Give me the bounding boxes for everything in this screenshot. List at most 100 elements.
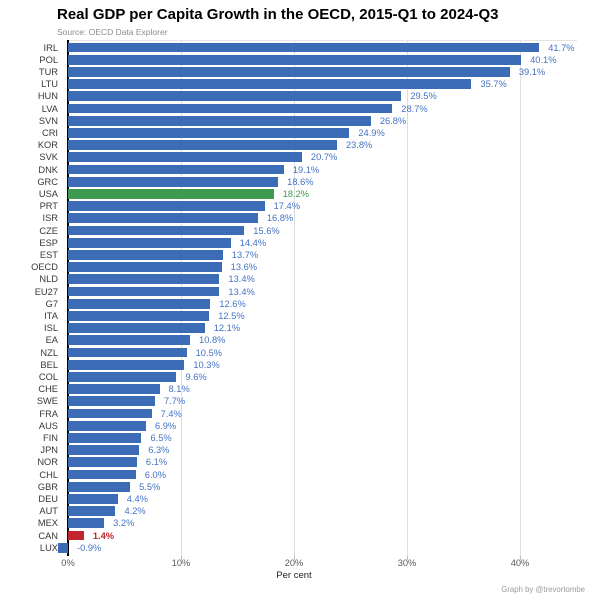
value-label: 5.5% <box>139 481 161 492</box>
axis-tick-mark <box>181 556 182 560</box>
bar <box>68 506 116 517</box>
x-tick-label: 0% <box>61 558 75 568</box>
bar <box>68 237 231 248</box>
value-label: 13.4% <box>228 286 255 297</box>
x-tick-label: 30% <box>397 558 417 568</box>
value-label: 6.3% <box>148 445 170 456</box>
chart-title: Real GDP per Capita Growth in the OECD, … <box>57 6 499 23</box>
country-label: ISR <box>42 213 59 224</box>
x-tick-label: 10% <box>171 558 191 568</box>
country-label: G7 <box>45 298 58 309</box>
country-label: POL <box>39 54 58 65</box>
value-label: 24.9% <box>358 128 385 138</box>
gridline <box>294 40 295 556</box>
bar <box>68 372 177 382</box>
value-label: 10.3% <box>193 359 220 370</box>
country-label: IRL <box>43 42 58 53</box>
country-label: ESP <box>39 237 58 248</box>
value-label: 4.4% <box>126 494 148 504</box>
value-label: 35.7% <box>480 79 507 90</box>
country-label: GBR <box>37 481 58 492</box>
country-label: LVA <box>41 103 58 114</box>
axis-tick-mark <box>520 556 521 560</box>
value-label: 13.7% <box>231 250 259 260</box>
country-label: ISL <box>44 323 58 334</box>
bar <box>68 347 187 358</box>
bar <box>68 67 510 77</box>
bar <box>68 286 220 297</box>
country-label: FIN <box>43 433 58 443</box>
bar <box>68 530 84 541</box>
bar <box>68 176 279 187</box>
bar <box>68 189 274 199</box>
gridline <box>181 40 182 556</box>
bar <box>68 445 140 456</box>
value-label: 19.1% <box>292 164 320 175</box>
value-label: 4.2% <box>124 506 146 517</box>
credit-text: Graph by @trevortombe <box>501 585 585 594</box>
country-label: AUS <box>38 420 58 431</box>
value-label: -0.9% <box>77 542 102 553</box>
country-label: GRC <box>37 176 58 187</box>
value-label: 12.1% <box>213 323 241 334</box>
country-label: NLD <box>39 274 58 285</box>
axis-tick-mark <box>294 556 295 560</box>
value-label: 3.2% <box>113 518 135 529</box>
country-label: EA <box>45 335 58 346</box>
value-label: 6.9% <box>154 420 177 431</box>
bar <box>68 115 371 126</box>
value-label: 9.6% <box>185 372 207 382</box>
country-label: PRT <box>39 201 58 212</box>
country-label: BEL <box>40 359 58 370</box>
bar <box>68 396 155 407</box>
value-label: 13.4% <box>228 274 255 285</box>
country-label: DEU <box>38 494 58 504</box>
value-label: 17.4% <box>273 201 300 212</box>
country-label: AUT <box>39 506 58 517</box>
country-label: NZL <box>40 347 58 358</box>
bar <box>68 457 137 468</box>
bar <box>68 420 146 431</box>
bar <box>68 469 136 480</box>
bar <box>68 91 402 102</box>
bar <box>68 323 205 334</box>
value-label: 6.5% <box>150 433 172 443</box>
bar <box>68 518 105 529</box>
bar <box>68 164 284 175</box>
bar <box>68 140 337 151</box>
country-label: HUN <box>37 91 58 102</box>
value-label: 6.1% <box>145 457 168 468</box>
value-label: 16.8% <box>266 213 294 224</box>
bar <box>68 103 393 114</box>
bar <box>68 79 472 90</box>
x-tick-label: 40% <box>510 558 530 568</box>
axis-tick-mark <box>407 556 408 560</box>
value-label: 13.6% <box>230 262 258 273</box>
country-label: CAN <box>38 530 58 541</box>
country-label: JPN <box>40 445 58 456</box>
value-label: 18.6% <box>287 176 314 187</box>
country-label: MEX <box>37 518 58 529</box>
bar <box>68 433 142 443</box>
bar <box>68 274 220 285</box>
country-label: CHE <box>38 384 58 395</box>
bar <box>68 311 210 321</box>
bar <box>68 408 152 419</box>
country-label: CZE <box>39 225 58 236</box>
value-label: 29.5% <box>410 91 437 102</box>
bar <box>68 262 222 273</box>
value-label: 14.4% <box>239 237 267 248</box>
x-axis-title: Per cent <box>276 570 312 581</box>
country-label: ITA <box>44 311 58 321</box>
value-label: 7.7% <box>164 396 186 407</box>
gridline <box>520 40 521 556</box>
value-label: 23.8% <box>345 140 373 151</box>
value-label: 39.1% <box>518 67 546 77</box>
zero-axis-line <box>66 40 69 556</box>
value-label: 41.7% <box>548 42 575 53</box>
x-tick-label: 20% <box>284 558 304 568</box>
bar <box>68 201 265 212</box>
bar <box>68 54 522 65</box>
country-label: EU27 <box>34 286 58 297</box>
